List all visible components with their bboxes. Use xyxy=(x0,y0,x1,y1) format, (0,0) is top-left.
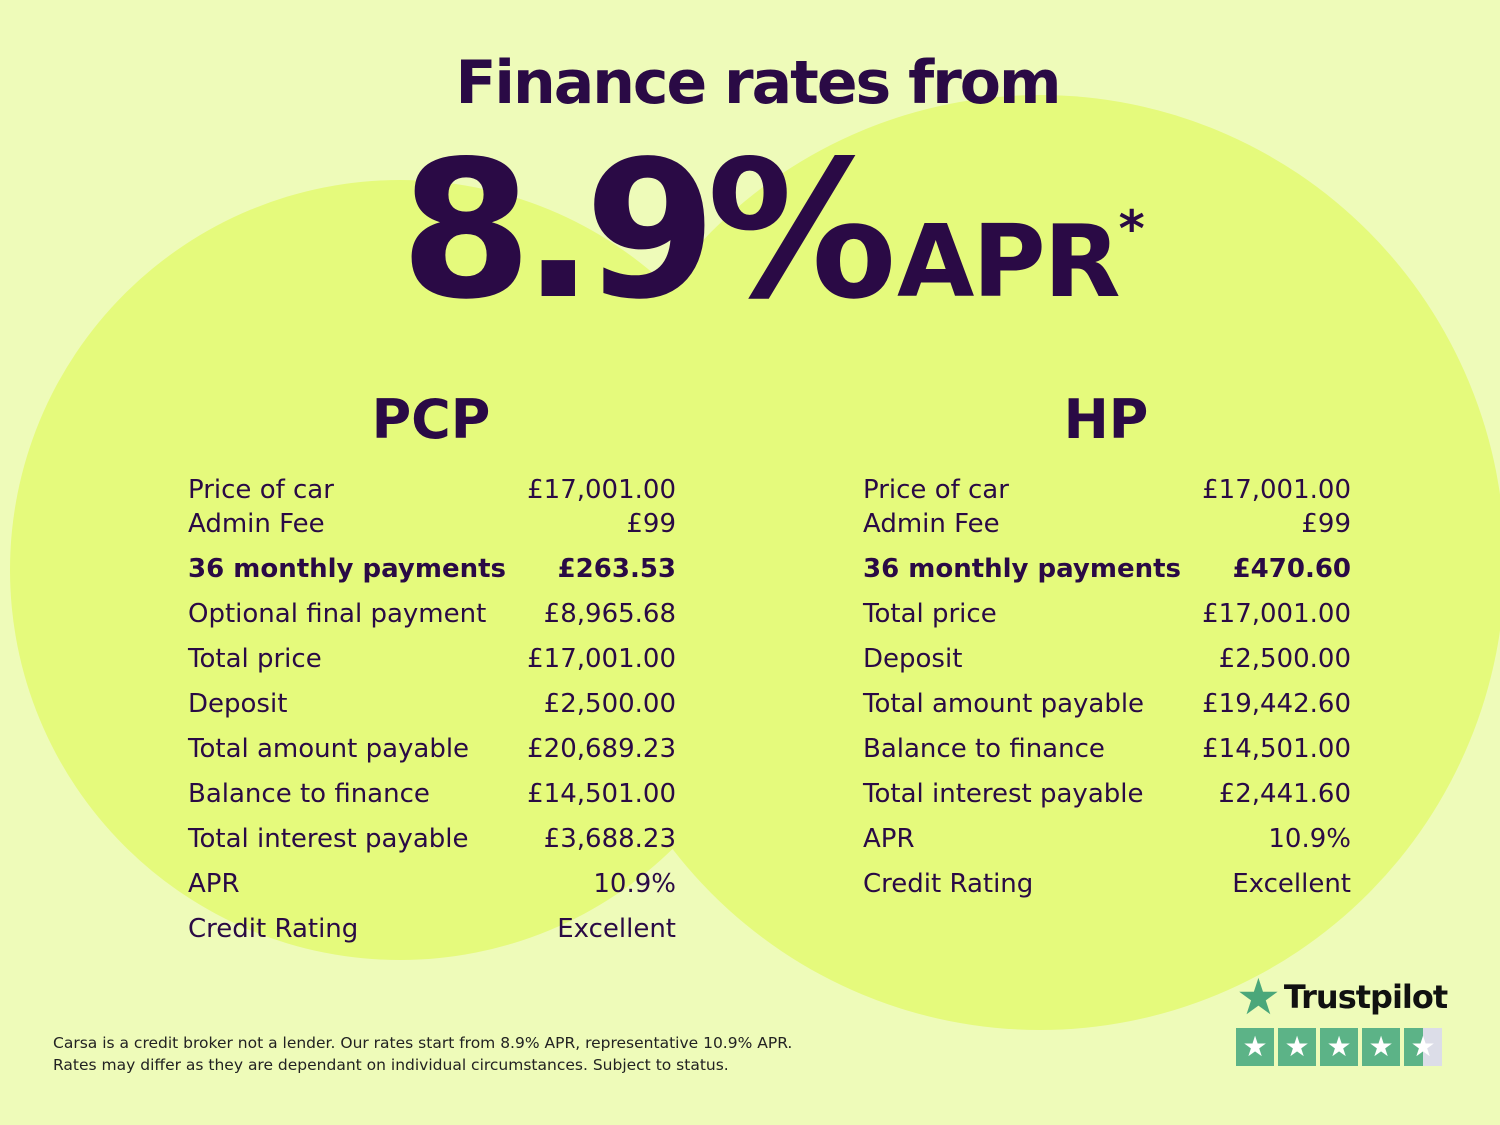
row-label: Total interest payable xyxy=(863,779,1144,809)
row-value: £14,501.00 xyxy=(1202,734,1351,764)
disclaimer-line-2: Rates may differ as they are dependant o… xyxy=(53,1056,729,1074)
row-label: Deposit xyxy=(863,644,963,674)
row-value: £99 xyxy=(626,509,676,539)
row-label: Credit Rating xyxy=(863,869,1034,899)
table-row: Balance to finance £14,501.00 xyxy=(188,772,676,817)
row-label: Total price xyxy=(188,644,322,674)
table-row: Price of car £17,001.00 xyxy=(863,473,1351,507)
table-row: 36 monthly payments £263.53 xyxy=(188,547,676,592)
rate-value: 8.9% xyxy=(400,120,897,341)
row-label: Admin Fee xyxy=(863,509,1000,539)
pcp-column: PCP Price of car £17,001.00 Admin Fee £99 36… xyxy=(188,388,676,952)
trustpilot-star-icon: ★ xyxy=(1236,968,1281,1026)
row-label: Price of car xyxy=(188,475,334,505)
row-label: Price of car xyxy=(863,475,1009,505)
row-value: 10.9% xyxy=(593,869,676,899)
row-value: Excellent xyxy=(1232,869,1351,899)
table-row: Total amount payable £19,442.60 xyxy=(863,682,1351,727)
row-value: £17,001.00 xyxy=(1202,599,1351,629)
pcp-heading: PCP xyxy=(371,388,491,451)
row-value: 10.9% xyxy=(1268,824,1351,854)
row-value: £263.53 xyxy=(557,554,676,584)
headline-rate: 8.9% APR* xyxy=(400,120,1145,341)
row-label: Credit Rating xyxy=(188,914,359,944)
row-label: APR xyxy=(188,869,240,899)
row-value: £2,500.00 xyxy=(543,689,676,719)
rate-apr: APR xyxy=(896,203,1121,320)
table-row: Optional final payment £8,965.68 xyxy=(188,592,676,637)
table-row: Balance to finance £14,501.00 xyxy=(863,727,1351,772)
row-label: Balance to finance xyxy=(863,734,1105,764)
page-title: Finance rates from xyxy=(455,48,1061,118)
row-label: Total interest payable xyxy=(188,824,469,854)
row-value: £17,001.00 xyxy=(527,475,676,505)
half-star-icon: ★ xyxy=(1404,1028,1442,1066)
row-label: Deposit xyxy=(188,689,288,719)
row-label: Admin Fee xyxy=(188,509,325,539)
trustpilot-badge[interactable]: ★ Trustpilot ★ ★ ★ ★ ★ xyxy=(1236,968,1448,1066)
table-row: Total price £17,001.00 xyxy=(188,637,676,682)
row-label: Total price xyxy=(863,599,997,629)
row-label: Total amount payable xyxy=(188,734,470,764)
table-row: Admin Fee £99 xyxy=(863,507,1351,541)
row-value: £470.60 xyxy=(1232,554,1351,584)
row-label: Balance to finance xyxy=(188,779,430,809)
star-icon: ★ xyxy=(1362,1028,1400,1066)
table-row: Total interest payable £2,441.60 xyxy=(863,772,1351,817)
row-label: Total amount payable xyxy=(863,689,1145,719)
row-label: 36 monthly payments xyxy=(863,554,1181,584)
row-value: £2,500.00 xyxy=(1218,644,1351,674)
hp-heading: HP xyxy=(1063,388,1149,451)
row-value: £19,442.60 xyxy=(1202,689,1351,719)
row-value: Excellent xyxy=(557,914,676,944)
table-row: Total amount payable £20,689.23 xyxy=(188,727,676,772)
rate-asterisk: * xyxy=(1118,200,1145,258)
row-value: £3,688.23 xyxy=(543,824,676,854)
table-row: Total interest payable £3,688.23 xyxy=(188,817,676,862)
table-row: Deposit £2,500.00 xyxy=(863,637,1351,682)
row-value: £17,001.00 xyxy=(527,644,676,674)
trustpilot-name: Trustpilot xyxy=(1283,978,1448,1016)
table-row: Admin Fee £99 xyxy=(188,507,676,541)
star-icon: ★ xyxy=(1278,1028,1316,1066)
disclaimer-line-1: Carsa is a credit broker not a lender. O… xyxy=(53,1034,793,1052)
star-icon: ★ xyxy=(1236,1028,1274,1066)
row-value: £8,965.68 xyxy=(543,599,676,629)
disclaimer: Carsa is a credit broker not a lender. O… xyxy=(53,1032,792,1076)
row-label: 36 monthly payments xyxy=(188,554,506,584)
table-row: APR 10.9% xyxy=(188,862,676,907)
table-row: Total price £17,001.00 xyxy=(863,592,1351,637)
row-label: APR xyxy=(863,824,915,854)
row-label: Optional final payment xyxy=(188,599,487,629)
table-row: Price of car £17,001.00 xyxy=(188,473,676,507)
row-value: £99 xyxy=(1301,509,1351,539)
star-icon: ★ xyxy=(1320,1028,1358,1066)
row-value: £20,689.23 xyxy=(527,734,676,764)
background-circle-right xyxy=(575,95,1500,1030)
row-value: £2,441.60 xyxy=(1218,779,1351,809)
table-row: Deposit £2,500.00 xyxy=(188,682,676,727)
table-row: Credit Rating Excellent xyxy=(188,907,676,952)
trustpilot-rating: ★ ★ ★ ★ ★ xyxy=(1236,1028,1447,1066)
hp-column: HP Price of car £17,001.00 Admin Fee £99 36 … xyxy=(863,388,1351,907)
row-value: £17,001.00 xyxy=(1202,475,1351,505)
table-row: 36 monthly payments £470.60 xyxy=(863,547,1351,592)
table-row: Credit Rating Excellent xyxy=(863,862,1351,907)
table-row: APR 10.9% xyxy=(863,817,1351,862)
row-value: £14,501.00 xyxy=(527,779,676,809)
trustpilot-logo: ★ Trustpilot xyxy=(1236,968,1448,1026)
